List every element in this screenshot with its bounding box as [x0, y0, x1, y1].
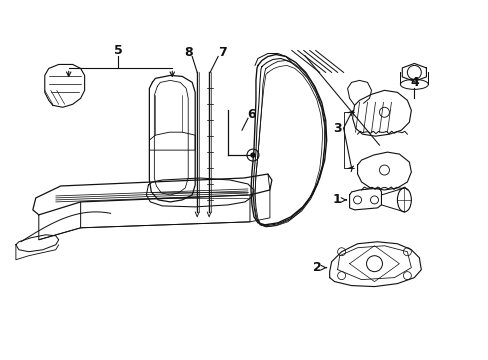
Text: 6: 6	[247, 108, 256, 121]
Text: 7: 7	[217, 46, 226, 59]
Text: 1: 1	[332, 193, 341, 206]
Text: 2: 2	[312, 261, 321, 274]
Text: 8: 8	[183, 46, 192, 59]
Text: 3: 3	[332, 122, 341, 135]
Text: 4: 4	[409, 76, 418, 89]
Text: 5: 5	[114, 44, 122, 57]
Circle shape	[250, 153, 254, 157]
